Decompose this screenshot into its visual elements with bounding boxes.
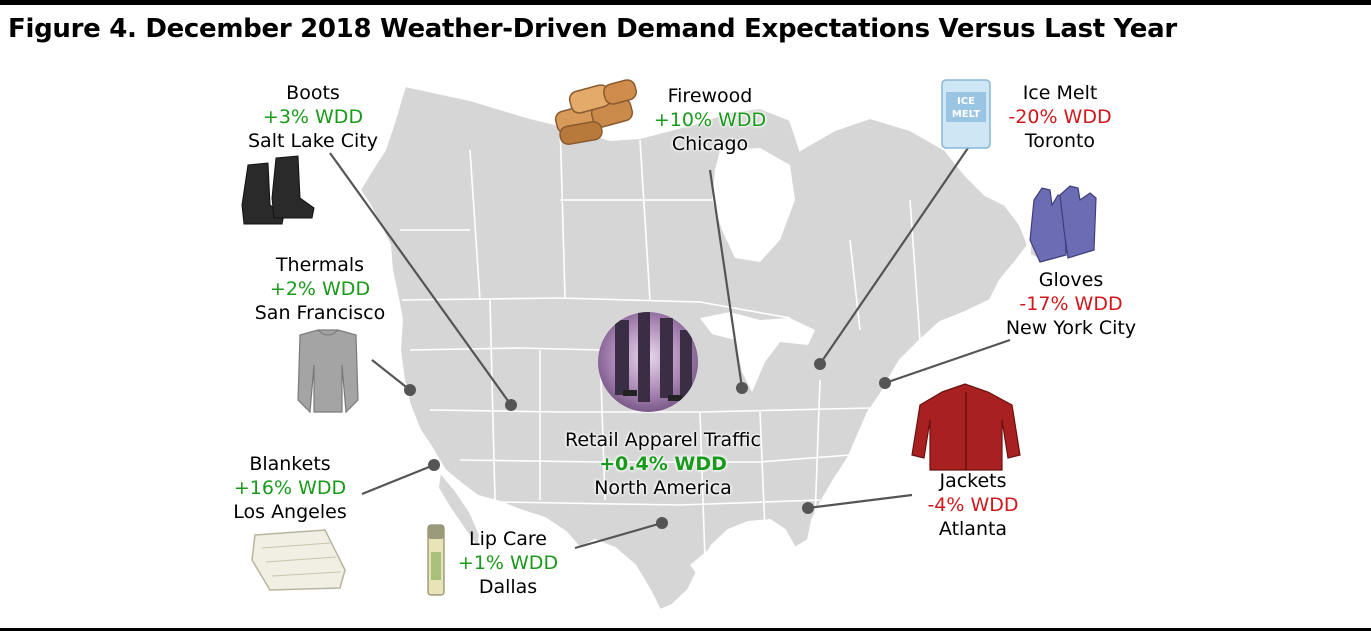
wdd-value: -17% WDD xyxy=(1019,293,1123,315)
item-name: Boots xyxy=(286,82,340,104)
jacket-icon xyxy=(911,383,1021,471)
wdd-value: +16% WDD xyxy=(233,477,347,499)
marker-dallas xyxy=(656,517,668,529)
boots-icon xyxy=(241,155,315,225)
item-name: Thermals xyxy=(275,254,365,276)
callout-gloves: Gloves -17% WDD New York City xyxy=(996,268,1146,340)
map-baja xyxy=(436,469,482,551)
item-name: Blankets xyxy=(249,453,331,475)
callout-thermals: Thermals +2% WDD San Francisco xyxy=(245,253,395,325)
item-name: Jackets xyxy=(939,470,1007,492)
city-name: San Francisco xyxy=(254,302,386,324)
wdd-value: +1% WDD xyxy=(457,552,559,574)
center-value: +0.4% WDD xyxy=(599,453,727,475)
bottom-rule xyxy=(0,628,1371,631)
map-great-lakes xyxy=(700,312,815,392)
map-borders xyxy=(400,119,921,561)
city-name: Los Angeles xyxy=(233,501,347,523)
city-name: Toronto xyxy=(1024,130,1096,152)
callout-boots: Boots +3% WDD Salt Lake City xyxy=(238,81,388,153)
marker-salt-lake-city xyxy=(505,399,517,411)
city-name: Atlanta xyxy=(938,518,1008,540)
ice-melt-icon: ICE MELT xyxy=(941,79,991,149)
marker-toronto xyxy=(814,358,826,370)
callout-firewood: Firewood +10% WDD Chicago xyxy=(640,84,780,156)
gloves-icon xyxy=(1029,185,1097,263)
item-name: Lip Care xyxy=(469,528,547,550)
wdd-value: -20% WDD xyxy=(1008,106,1112,128)
city-name: Chicago xyxy=(671,133,749,155)
wdd-value: +3% WDD xyxy=(262,106,364,128)
figure-title: Figure 4. December 2018 Weather-Driven D… xyxy=(8,14,1177,44)
wdd-value: +10% WDD xyxy=(653,109,767,131)
lip-balm-icon xyxy=(427,524,445,596)
marker-chicago xyxy=(736,382,748,394)
svg-text:MELT: MELT xyxy=(952,109,980,120)
marker-new-york-city xyxy=(879,377,891,389)
center-region: North America xyxy=(594,477,732,499)
top-rule xyxy=(0,0,1371,5)
city-name: Dallas xyxy=(478,576,538,598)
shoppers-icon xyxy=(598,312,698,412)
item-name: Gloves xyxy=(1038,269,1104,291)
item-name: Ice Melt xyxy=(1022,82,1098,104)
city-markers xyxy=(404,358,891,529)
firewood-icon xyxy=(554,79,637,145)
city-name: New York City xyxy=(1005,317,1137,339)
callout-ice-melt: Ice Melt -20% WDD Toronto xyxy=(1000,81,1120,153)
callout-lines xyxy=(329,147,1011,550)
wdd-value: +2% WDD xyxy=(269,278,371,300)
callout-lip-care: Lip Care +1% WDD Dallas xyxy=(448,527,568,599)
wdd-value: -4% WDD xyxy=(927,494,1019,516)
svg-text:ICE: ICE xyxy=(957,96,975,107)
map-hudson-bay xyxy=(712,148,795,262)
city-name: Salt Lake City xyxy=(248,130,378,152)
blanket-icon xyxy=(251,529,346,591)
center-name: Retail Apparel Traffic xyxy=(565,429,761,451)
marker-san-francisco xyxy=(404,384,416,396)
thermal-shirt-icon xyxy=(297,329,359,414)
callout-blankets: Blankets +16% WDD Los Angeles xyxy=(220,452,360,524)
map-gulf xyxy=(690,530,800,595)
marker-los-angeles xyxy=(428,459,440,471)
callout-jackets: Jackets -4% WDD Atlanta xyxy=(913,469,1033,541)
item-name: Firewood xyxy=(667,85,753,107)
marker-atlanta xyxy=(802,502,814,514)
callout-center: Retail Apparel Traffic +0.4% WDD North A… xyxy=(548,428,778,500)
